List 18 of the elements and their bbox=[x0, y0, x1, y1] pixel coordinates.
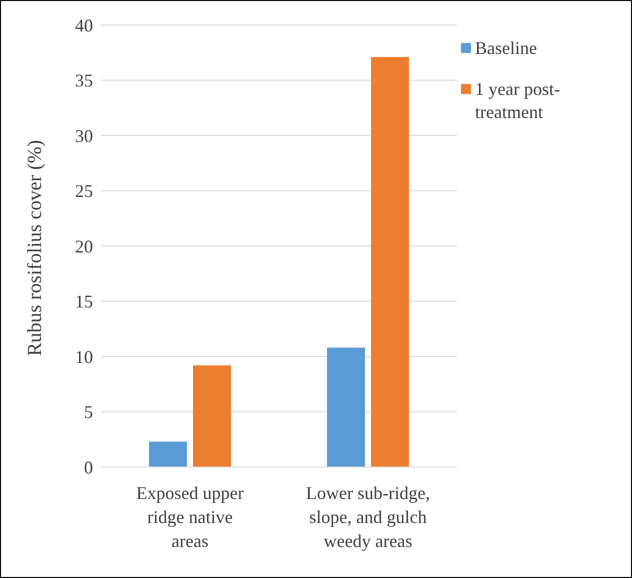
bar bbox=[371, 57, 409, 467]
y-tick-label: 20 bbox=[75, 236, 93, 256]
y-tick-label: 5 bbox=[84, 402, 93, 422]
y-tick-label: 35 bbox=[75, 70, 93, 91]
x-tick-label: Lower sub-ridge, slope, and gulch weedy areas bbox=[306, 483, 430, 551]
y-tick-label: 25 bbox=[75, 181, 93, 202]
y-tick-label: 10 bbox=[75, 346, 93, 367]
legend-label: Baseline bbox=[475, 37, 538, 60]
y-tick-label: 30 bbox=[75, 126, 93, 146]
bar bbox=[193, 365, 231, 467]
y-tick-label: 0 bbox=[84, 457, 93, 478]
y-axis-title: Rubus rosifolius cover (%) bbox=[24, 140, 46, 356]
y-tick-label: 15 bbox=[75, 292, 93, 312]
x-tick-label: Exposed upper ridge native areas bbox=[136, 483, 244, 551]
bar bbox=[149, 442, 187, 467]
legend-label: 1 year post-treatment bbox=[475, 78, 561, 124]
bar bbox=[327, 348, 365, 467]
y-tick-label: 40 bbox=[75, 15, 93, 36]
